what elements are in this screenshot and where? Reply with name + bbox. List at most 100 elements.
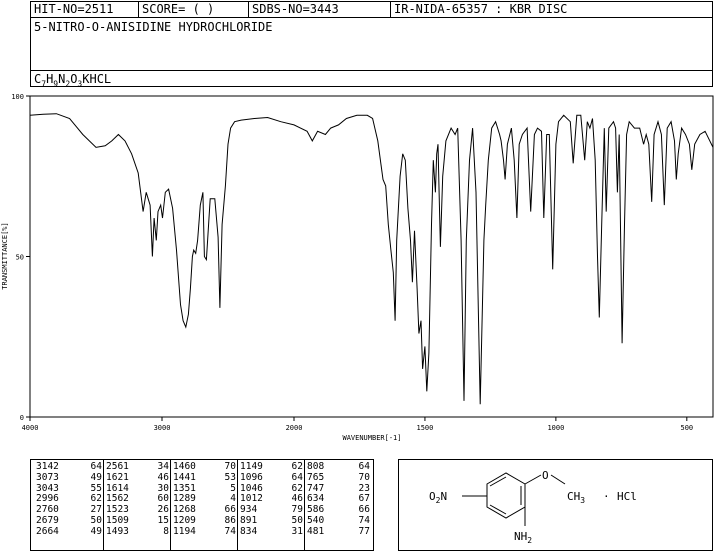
peak-row: 1523 26 — [106, 504, 169, 516]
peak-wavenumber: 1441 — [173, 471, 196, 483]
peak-row: 1096 64 — [240, 471, 303, 484]
peak-row: 2760 27 — [36, 504, 102, 516]
peak-row: 1194 74 — [173, 525, 236, 538]
peak-wavenumber: 586 — [307, 504, 325, 516]
nitro-group: O2N — [429, 490, 447, 505]
peak-row: 834 31 — [240, 525, 303, 538]
peak-row: 1209 86 — [173, 514, 236, 527]
peak-wavenumber: 2996 — [36, 493, 59, 505]
peak-wavenumber: 808 — [307, 461, 325, 472]
peak-row: 2996 62 — [36, 494, 102, 505]
peak-row: 634 67 — [307, 494, 370, 505]
peak-transmittance: 4 — [230, 493, 236, 505]
dot-separator: · — [603, 490, 610, 503]
peak-wavenumber: 934 — [240, 504, 258, 516]
peak-row: 481 77 — [307, 525, 370, 538]
peak-wavenumber: 1614 — [106, 482, 129, 494]
peak-wavenumber: 1012 — [240, 493, 263, 505]
y-axis: 100 50 0 — [11, 93, 30, 422]
peak-table: 3142 64 3073 49 3043 55 2996 62 2760 27 2679 50 2664… — [30, 459, 374, 551]
peak-row: 1268 66 — [173, 504, 236, 516]
peak-transmittance: 74 — [358, 514, 370, 526]
oxygen-atom: O — [542, 469, 549, 482]
peak-row: 3142 64 — [36, 461, 102, 473]
amino-group: NH2 — [514, 530, 532, 545]
peak-transmittance: 26 — [157, 504, 169, 516]
peak-transmittance: 70 — [224, 461, 236, 472]
peak-transmittance: 77 — [358, 525, 370, 537]
y-tick-label: 100 — [11, 93, 24, 101]
hcl-label: HCl — [617, 490, 637, 503]
peak-row: 747 23 — [307, 482, 370, 495]
spectrum-header: HIT-NO=2511 SCORE= ( ) SDBS-NO=3443 IR-N… — [30, 1, 713, 88]
peak-transmittance: 15 — [157, 514, 169, 526]
peak-row: 1441 53 — [173, 471, 236, 484]
peak-wavenumber: 2679 — [36, 514, 59, 526]
x-tick-label: 3000 — [154, 424, 171, 432]
peak-wavenumber: 540 — [307, 514, 325, 526]
sdbs-number: SDBS-NO=3443 — [249, 2, 391, 17]
structure-panel: O2N O CH3 · HCl NH2 — [398, 459, 713, 551]
peak-column: 1149 62 1096 64 1046 62 1012 46 934 79 891 50 834 31 — [237, 460, 303, 550]
peak-row: 934 79 — [240, 504, 303, 516]
plot-frame — [29, 95, 714, 418]
peak-transmittance: 70 — [358, 471, 370, 483]
peak-wavenumber: 1194 — [173, 525, 196, 537]
peak-transmittance: 74 — [224, 525, 236, 537]
peak-row: 808 64 — [307, 461, 370, 473]
peak-transmittance: 31 — [291, 525, 303, 537]
peak-transmittance: 62 — [291, 461, 303, 472]
peak-row: 891 50 — [240, 514, 303, 527]
peak-wavenumber: 1509 — [106, 514, 129, 526]
peak-wavenumber: 1562 — [106, 493, 129, 505]
peak-transmittance: 53 — [224, 471, 236, 483]
peak-transmittance: 66 — [224, 504, 236, 516]
peak-transmittance: 27 — [90, 504, 102, 516]
peak-wavenumber: 1460 — [173, 461, 196, 472]
x-tick-label: 1000 — [547, 424, 564, 432]
peak-transmittance: 66 — [358, 504, 370, 516]
peak-row: 2561 34 — [106, 461, 169, 473]
peak-column: 3142 64 3073 49 3043 55 2996 62 2760 27 2679 50 2664… — [36, 461, 102, 538]
peak-wavenumber: 2561 — [106, 461, 129, 472]
methyl-group: CH3 — [567, 490, 585, 505]
peak-wavenumber: 1523 — [106, 504, 129, 516]
peak-transmittance: 62 — [291, 482, 303, 494]
peak-row: 1289 4 — [173, 494, 236, 505]
peak-transmittance: 86 — [224, 514, 236, 526]
peak-transmittance: 34 — [157, 461, 169, 472]
peak-transmittance: 46 — [157, 471, 169, 483]
peak-transmittance: 64 — [291, 471, 303, 483]
peak-row: 1493 8 — [106, 526, 169, 538]
peak-row: 1046 62 — [240, 482, 303, 495]
peak-wavenumber: 3142 — [36, 461, 59, 472]
peak-transmittance: 67 — [358, 493, 370, 505]
peak-wavenumber: 765 — [307, 471, 325, 483]
peak-wavenumber: 1268 — [173, 504, 196, 516]
peak-row: 1509 15 — [106, 514, 169, 527]
peak-row: 2679 50 — [36, 514, 102, 527]
peak-transmittance: 30 — [157, 482, 169, 494]
peak-wavenumber: 1096 — [240, 471, 263, 483]
peak-wavenumber: 1149 — [240, 461, 263, 472]
peak-wavenumber: 1289 — [173, 493, 196, 505]
peak-row: 1460 70 — [173, 461, 236, 473]
x-tick-label: 4000 — [22, 424, 39, 432]
peak-row: 586 66 — [307, 504, 370, 516]
peak-wavenumber: 891 — [240, 514, 258, 526]
peak-row: 1351 5 — [173, 482, 236, 495]
y-tick-label: 0 — [20, 414, 24, 422]
peak-transmittance: 5 — [230, 482, 236, 494]
peak-transmittance: 50 — [291, 514, 303, 526]
peak-row: 540 74 — [307, 514, 370, 527]
x-tick-label: 500 — [680, 424, 693, 432]
peak-wavenumber: 834 — [240, 525, 258, 537]
peak-row: 1149 62 — [240, 461, 303, 473]
peak-row: 1012 46 — [240, 494, 303, 505]
peak-transmittance: 23 — [358, 482, 370, 494]
peak-wavenumber: 481 — [307, 525, 325, 537]
peak-wavenumber: 634 — [307, 493, 325, 505]
peak-column: 2561 34 1621 46 1614 30 1562 60 1523 26 1509 15 1493… — [103, 460, 169, 550]
x-tick-label: 2000 — [286, 424, 303, 432]
peak-transmittance: 60 — [157, 493, 169, 505]
